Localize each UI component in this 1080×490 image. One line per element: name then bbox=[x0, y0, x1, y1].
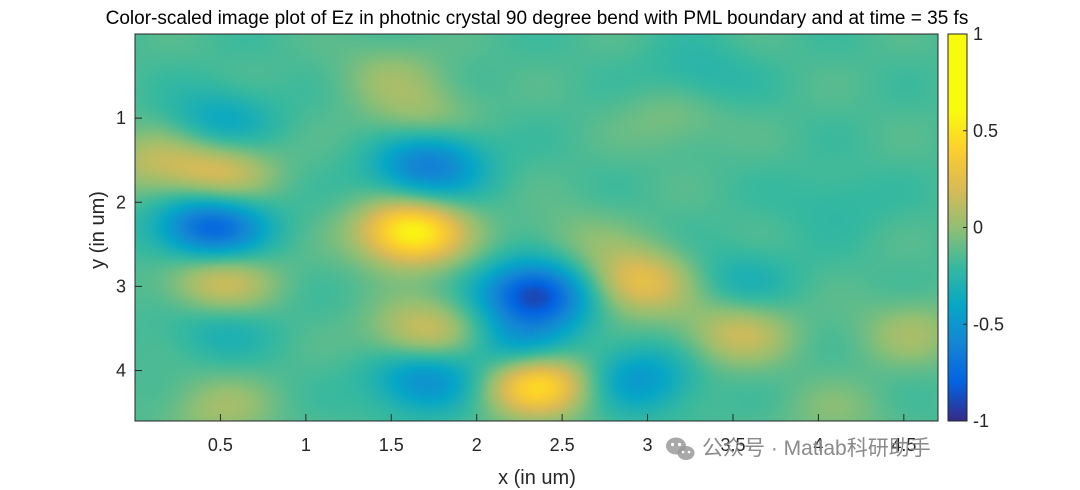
x-tick-label: 3 bbox=[643, 435, 653, 455]
wechat-icon bbox=[666, 437, 695, 460]
y-tick-label: 3 bbox=[116, 276, 126, 296]
watermark-text: 公众号 · Matlab科研助手 bbox=[702, 437, 931, 460]
y-tick-label: 4 bbox=[116, 361, 126, 381]
colorbar-tick-label: -0.5 bbox=[973, 314, 1004, 334]
x-tick-label: 1.5 bbox=[379, 435, 404, 455]
heatmap bbox=[135, 34, 938, 421]
x-tick-label: 4.5 bbox=[891, 435, 916, 455]
colorbar-ticks: 1 0.5 0 -0.5 -1 bbox=[963, 24, 1004, 431]
x-tick-label: 1 bbox=[301, 435, 311, 455]
chart-title: Color-scaled image plot of Ez in photnic… bbox=[106, 8, 969, 29]
watermark: 公众号 · Matlab科研助手 bbox=[666, 437, 931, 460]
x-tick-label: 0.5 bbox=[208, 435, 233, 455]
x-axis-ticks: 0.5 1 1.5 2 2.5 3 3.5 4 4.5 bbox=[208, 414, 916, 455]
colorbar-tick-label: 1 bbox=[973, 24, 983, 44]
colorbar-tick-label: 0.5 bbox=[973, 121, 998, 141]
x-tick-label: 2 bbox=[472, 435, 482, 455]
plot-border bbox=[134, 33, 939, 422]
y-tick-label: 2 bbox=[116, 192, 126, 212]
x-tick-label: 2.5 bbox=[550, 435, 575, 455]
colorbar-tick-label: -1 bbox=[973, 411, 989, 431]
colorbar-tick-label: 0 bbox=[973, 218, 983, 238]
y-axis-ticks: 1 2 3 4 bbox=[116, 108, 142, 381]
x-axis-label: x (in um) bbox=[498, 467, 576, 489]
x-tick-label: 3.5 bbox=[720, 435, 745, 455]
y-axis-label: y (in um) bbox=[87, 191, 109, 269]
y-tick-label: 1 bbox=[116, 108, 126, 128]
plot-area bbox=[134, 33, 939, 422]
colorbar: 1 0.5 0 -0.5 -1 bbox=[947, 24, 1004, 431]
x-tick-label: 4 bbox=[813, 435, 823, 455]
